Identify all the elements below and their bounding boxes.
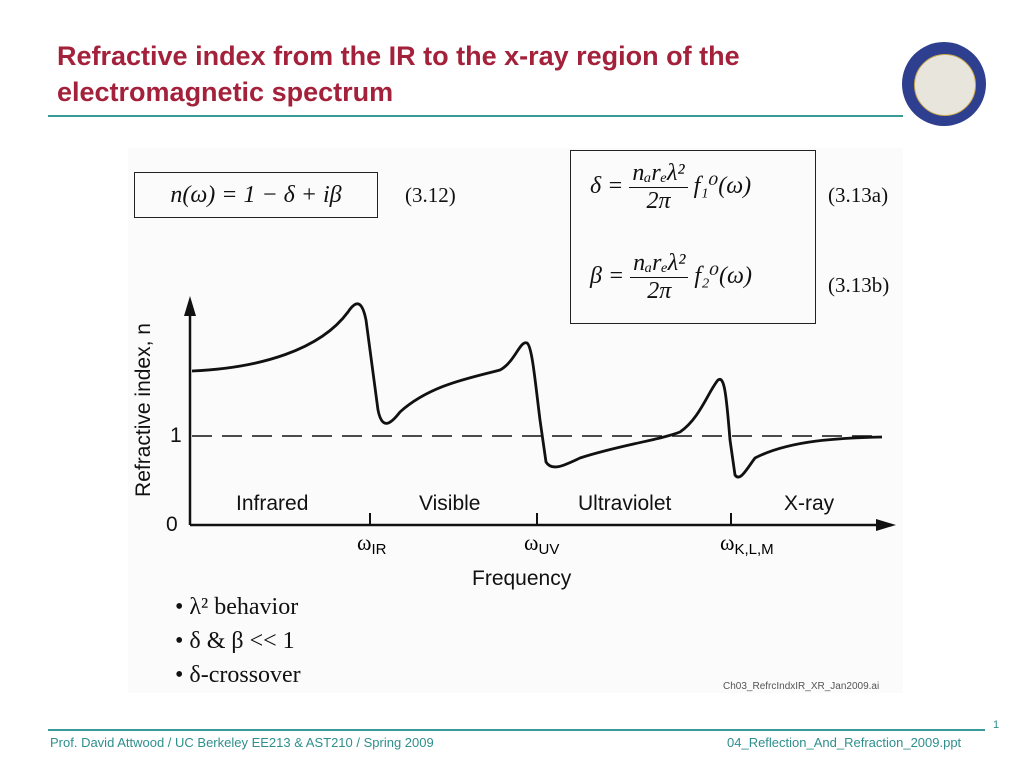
subscript: K,L,M <box>734 541 774 559</box>
region-infrared: Infrared <box>236 492 309 515</box>
bullet-item: • δ & β << 1 <box>175 628 295 654</box>
subscript: UV <box>538 541 560 559</box>
equation-3-13-box <box>570 150 816 324</box>
numerator: nₐrₑλ² <box>630 250 689 278</box>
refractive-index-curve <box>191 302 883 479</box>
x-tick-label-klm: ωK,L,M <box>720 530 774 558</box>
region-ultraviolet: Ultraviolet <box>578 492 672 515</box>
x-axis-arrow <box>876 519 896 531</box>
region-xray: X-ray <box>784 492 835 515</box>
y-axis-label: Refractive index, n <box>132 323 155 497</box>
title-divider <box>48 115 903 117</box>
bullet-list: • λ² behavior • δ & β << 1 • δ-crossover <box>175 590 301 692</box>
equation-3-13a-number: (3.13a) <box>828 183 889 207</box>
footer-divider <box>48 729 985 731</box>
denominator: 2π <box>647 278 672 304</box>
footer-left: Prof. David Attwood / UC Berkeley EE213 … <box>50 735 434 750</box>
omega-symbol: ω <box>720 530 735 555</box>
equation-3-12-box: n(ω) = 1 − δ + iβ <box>134 172 378 218</box>
omega-symbol: ω <box>524 530 539 555</box>
equation-3-13b: β = nₐrₑλ² 2π f₂⁰(ω) <box>590 250 752 305</box>
y-axis-arrow <box>184 296 196 316</box>
region-visible: Visible <box>419 492 481 515</box>
equation-3-13a: δ = nₐrₑλ² 2π f₁⁰(ω) <box>590 160 751 215</box>
beta-rhs: f₂⁰(ω) <box>694 263 752 290</box>
bullet-item: • δ-crossover <box>175 662 301 688</box>
page-number: 1 <box>993 719 1000 731</box>
uc-berkeley-seal-logo <box>902 42 986 126</box>
denominator: 2π <box>646 188 671 214</box>
y-tick-1: 1 <box>170 424 182 447</box>
equation-3-12: n(ω) = 1 − δ + iβ <box>170 182 342 208</box>
bullet-item: • λ² behavior <box>175 594 299 620</box>
x-tick-label-uv: ωUV <box>524 530 559 558</box>
subscript: IR <box>371 541 387 559</box>
equation-3-13b-number: (3.13b) <box>828 273 890 297</box>
slide-title: Refractive index from the IR to the x-ra… <box>57 41 740 107</box>
x-tick-label-ir: ωIR <box>357 530 386 558</box>
delta-rhs: f₁⁰(ω) <box>693 173 752 200</box>
omega-symbol: ω <box>357 530 372 555</box>
numerator: nₐrₑλ² <box>629 160 688 188</box>
figure-credit: Ch03_RefrcIndxIR_XR_Jan2009.ai <box>723 681 880 692</box>
y-tick-0: 0 <box>166 513 178 536</box>
beta-lhs: β = <box>590 263 625 290</box>
equation-3-12-number: (3.12) <box>405 183 456 207</box>
footer-right: 04_Reflection_And_Refraction_2009.ppt <box>727 735 962 750</box>
x-axis-label: Frequency <box>472 567 572 590</box>
figure-background <box>128 148 903 693</box>
delta-lhs: δ = <box>590 173 624 200</box>
